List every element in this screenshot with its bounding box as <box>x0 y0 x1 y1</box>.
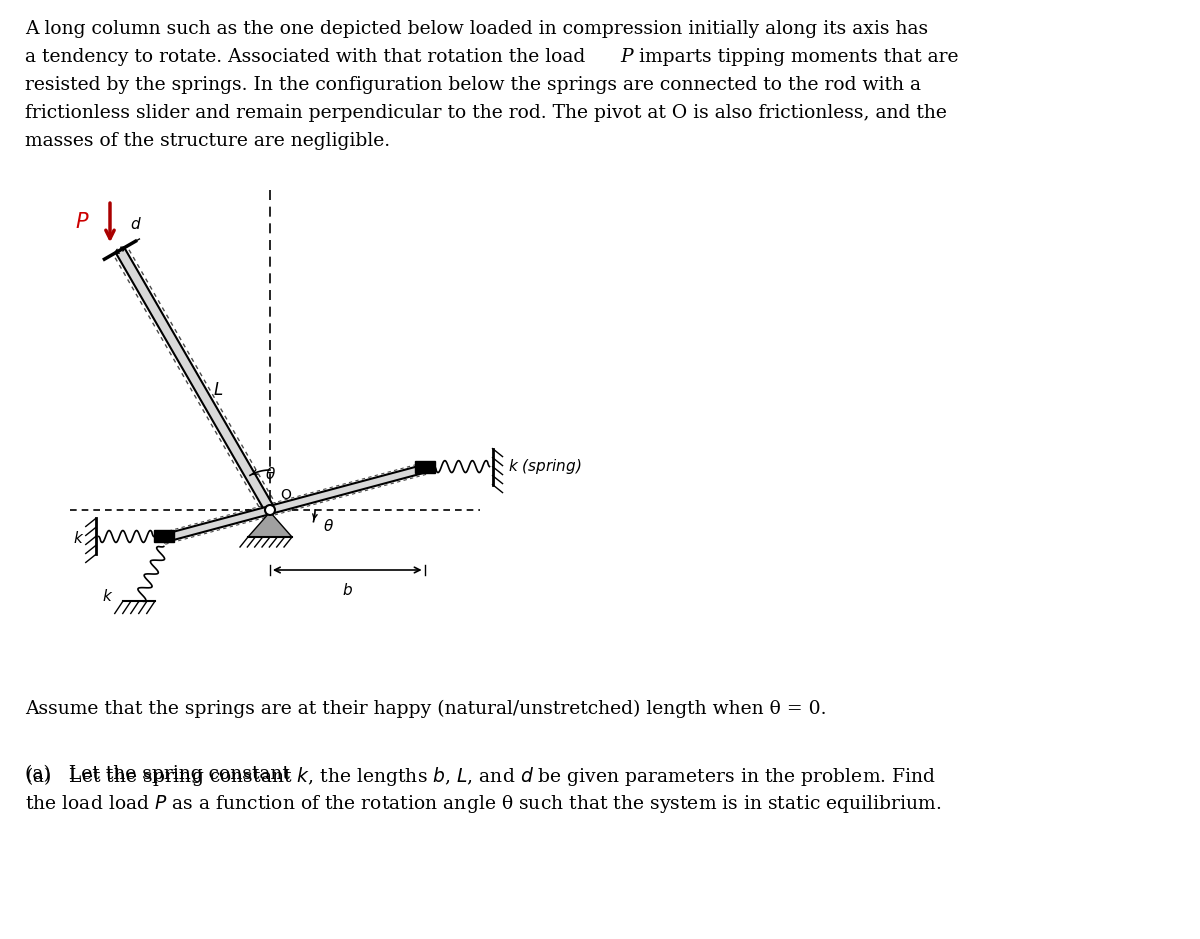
Text: a tendency to rotate. Associated with that rotation the load: a tendency to rotate. Associated with th… <box>25 48 592 66</box>
Text: $\theta$: $\theta$ <box>323 518 334 534</box>
Text: (a)   Let the spring constant: (a) Let the spring constant <box>25 765 296 783</box>
Text: Assume that the springs are at their happy (natural/unstretched) length when θ =: Assume that the springs are at their hap… <box>25 700 827 718</box>
Polygon shape <box>163 465 426 543</box>
Bar <box>414 461 434 472</box>
Polygon shape <box>248 512 292 537</box>
Text: $k$: $k$ <box>102 589 114 605</box>
Text: $P$: $P$ <box>76 212 90 232</box>
Text: resisted by the springs. In the configuration below the springs are connected to: resisted by the springs. In the configur… <box>25 76 922 94</box>
Text: O: O <box>280 488 290 502</box>
Text: A long column such as the one depicted below loaded in compression initially alo: A long column such as the one depicted b… <box>25 20 928 38</box>
Text: masses of the structure are negligible.: masses of the structure are negligible. <box>25 132 390 150</box>
Bar <box>154 531 174 543</box>
Text: frictionless slider and remain perpendicular to the rod. The pivot at O is also : frictionless slider and remain perpendic… <box>25 104 947 122</box>
Text: $b$: $b$ <box>342 582 353 598</box>
Text: $L$: $L$ <box>214 381 223 399</box>
Text: $k$: $k$ <box>73 531 84 546</box>
Text: $k$ (spring): $k$ (spring) <box>508 457 581 476</box>
Text: the load load $P$ as a function of the rotation angle θ such that the system is : the load load $P$ as a function of the r… <box>25 793 942 815</box>
Text: $\theta$: $\theta$ <box>265 467 276 483</box>
Text: $d$: $d$ <box>130 217 142 233</box>
Text: imparts tipping moments that are: imparts tipping moments that are <box>634 48 959 66</box>
Text: P: P <box>620 48 632 66</box>
Text: (a)   Let the spring constant $k$, the lengths $b$, $L$, and $d$ be given parame: (a) Let the spring constant $k$, the len… <box>25 765 936 788</box>
Circle shape <box>265 505 275 515</box>
Polygon shape <box>115 248 275 513</box>
